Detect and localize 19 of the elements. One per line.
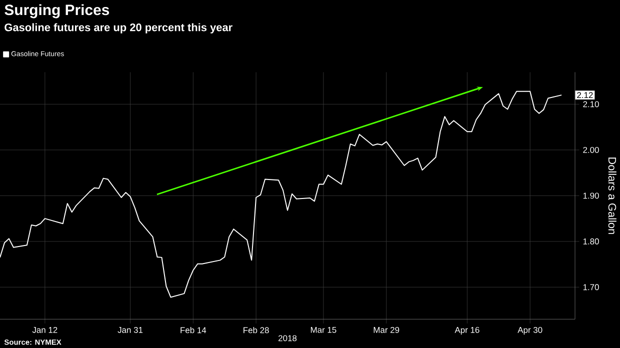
- x-tick-label: Apr 30: [518, 326, 542, 335]
- x-tick-label: Apr 16: [454, 326, 480, 335]
- y-tick-label: 1.80: [583, 238, 599, 244]
- x-axis-title: 2018: [278, 335, 297, 342]
- y-tick-label: 2.10: [583, 101, 599, 108]
- line-series: [0, 90, 562, 298]
- x-tick-label: Feb 14: [180, 326, 206, 334]
- x-tick-label: Mar 29: [374, 326, 400, 333]
- y-tick-label: 1.90: [583, 192, 599, 199]
- y-tick-label: 1.70: [583, 284, 599, 290]
- chart-title: Surging Prices: [4, 4, 110, 18]
- y-tick-label: 2.00: [583, 146, 599, 153]
- x-tick-label: Jan 12: [32, 326, 58, 333]
- y-axis-title: Dollars a Gallon: [608, 158, 616, 234]
- chart-subtitle: Gasoline futures are up 20 percent this year: [4, 23, 232, 34]
- x-tick-label: Jan 31: [118, 326, 143, 333]
- data-label: 2.12: [577, 92, 593, 98]
- x-tick-label: Mar 15: [310, 326, 336, 333]
- x-tick-label: Feb 28: [244, 326, 269, 334]
